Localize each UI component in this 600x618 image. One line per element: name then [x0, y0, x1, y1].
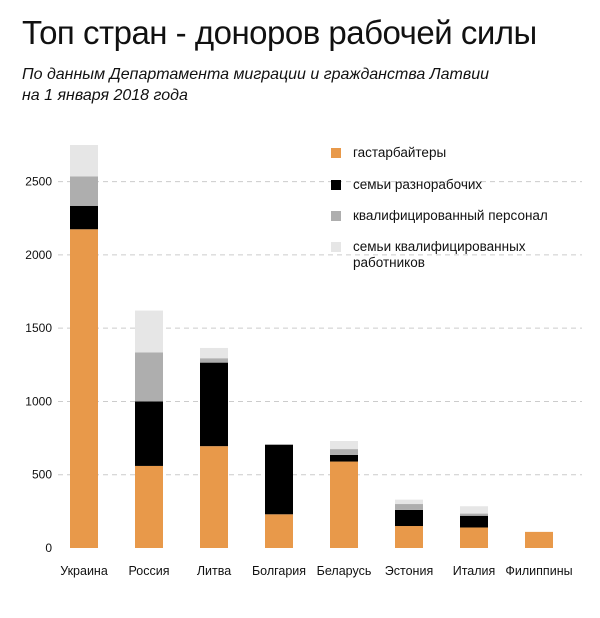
bar-segment-4-гастарбайтеры	[265, 514, 293, 548]
x-category-label: Россия	[129, 564, 170, 578]
bar-segment-7-квалифицированный-персонал	[460, 513, 488, 516]
bar-segment-7-семьи-квалифицированных-работников	[460, 506, 488, 514]
bar-segment-2-семьи-разнорабочих	[135, 401, 163, 466]
x-axis-labels: Украина Россия Литва Болгария Беларусь Эстони…	[60, 564, 572, 578]
bar-segment-5-гастарбайтеры	[330, 461, 358, 548]
legend-swatch-квалифицированный-персонал	[331, 211, 341, 221]
bar-segment-3-семьи-квалифицированных-работников	[200, 347, 228, 359]
bar-segment-6-квалифицированный-персонал	[395, 504, 423, 510]
bar-segment-7-семьи-разнорабочих	[460, 515, 488, 528]
gridlines	[58, 181, 582, 476]
bar-segment-4-семьи-разнорабочих	[265, 444, 293, 515]
bar-segment-6-гастарбайтеры	[395, 526, 423, 548]
x-category-label: Эстония	[385, 564, 433, 578]
x-category-label: Болгария	[252, 564, 306, 578]
legend-label: гастарбайтеры	[353, 145, 446, 160]
legend-label: семьи разнорабочих	[353, 177, 482, 192]
bar-segment-7-гастарбайтеры	[460, 527, 488, 548]
chart-title: Топ стран - доноров рабочей силы	[22, 14, 537, 51]
x-category-label: Украина	[60, 564, 108, 578]
legend-label: квалифицированный персонал	[353, 208, 548, 223]
bar-segment-5-семьи-квалифицированных-работников	[330, 441, 358, 450]
legend-label: работников	[353, 255, 425, 270]
bar-segment-6-семьи-квалифицированных-работников	[395, 499, 423, 505]
subtitle-line-1: По данным Департамента миграции и гражда…	[22, 66, 489, 83]
x-category-label: Литва	[197, 564, 231, 578]
bar-segment-2-гастарбайтеры	[135, 465, 163, 548]
bar-segment-1-квалифицированный-персонал	[70, 176, 98, 206]
y-tick-label: 500	[32, 468, 52, 482]
bars	[70, 145, 553, 548]
legend: гастарбайтеры семьи разнорабочих квалифици…	[331, 145, 548, 270]
y-tick-label: 1000	[25, 394, 52, 408]
bar-segment-1-гастарбайтеры	[70, 229, 98, 548]
bar-segment-3-квалифицированный-персонал	[200, 358, 228, 363]
legend-swatch-семьи-квалифицированных-работников	[331, 242, 341, 252]
y-tick-label: 2500	[25, 175, 52, 189]
legend-label: семьи квалифицированных	[353, 239, 526, 254]
bar-segment-3-семьи-разнорабочих	[200, 362, 228, 447]
y-axis-ticks: 0 500 1000 1500 2000 2500	[25, 175, 52, 555]
x-category-label: Беларусь	[317, 564, 372, 578]
bar-segment-5-квалифицированный-персонал	[330, 449, 358, 455]
subtitle-line-2: на 1 января 2018 года	[22, 87, 188, 104]
y-tick-label: 0	[45, 541, 52, 555]
bar-segment-6-семьи-разнорабочих	[395, 509, 423, 527]
bar-segment-8-гастарбайтеры	[525, 531, 553, 548]
legend-swatch-гастарбайтеры	[331, 148, 341, 158]
x-category-label: Филиппины	[505, 564, 572, 578]
bar-segment-2-семьи-квалифицированных-работников	[135, 310, 163, 353]
bar-segment-3-гастарбайтеры	[200, 446, 228, 548]
x-category-label: Италия	[453, 564, 496, 578]
bar-segment-2-квалифицированный-персонал	[135, 352, 163, 402]
bar-segment-5-семьи-разнорабочих	[330, 454, 358, 462]
legend-swatch-семьи-разнорабочих	[331, 180, 341, 190]
bar-segment-1-семьи-квалифицированных-работников	[70, 145, 98, 177]
y-tick-label: 1500	[25, 321, 52, 335]
bar-segment-1-семьи-разнорабочих	[70, 205, 98, 230]
chart-subtitle: По данным Департамента миграции и гражда…	[22, 64, 582, 106]
y-tick-label: 2000	[25, 248, 52, 262]
